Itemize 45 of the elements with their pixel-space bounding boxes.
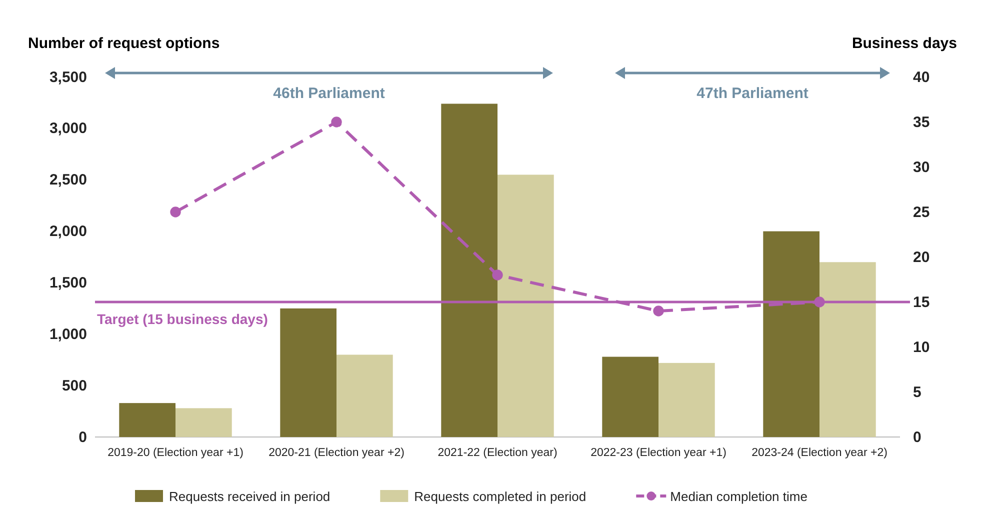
legend-label: Median completion time [670, 489, 808, 504]
x-tick-label: 2019-20 (Election year +1) [108, 447, 244, 460]
bar [441, 104, 498, 437]
legend-label: Requests completed in period [414, 489, 586, 504]
y2-tick-label: 0 [913, 428, 922, 446]
y2-tick-label: 15 [913, 294, 930, 311]
bar [280, 308, 336, 437]
ref-line-label: Target (15 business days) [97, 311, 268, 327]
y2-tick-label: 30 [913, 158, 930, 176]
bar [820, 262, 876, 437]
x-tick-label: 2021-22 (Election year) [438, 447, 558, 460]
y2-tick-label: 25 [913, 204, 930, 221]
bar [763, 231, 820, 437]
point [331, 116, 342, 128]
y2-tick-label: 40 [913, 68, 930, 86]
bar [176, 408, 232, 437]
legend-label: Requests received in period [169, 489, 330, 504]
y-tick-label: 1,000 [49, 326, 87, 343]
y-tick-label: 3,500 [49, 68, 87, 86]
y-tick-label: 500 [62, 377, 87, 394]
bar [658, 362, 715, 437]
point [814, 296, 825, 308]
y-tick-label: 2,000 [49, 223, 87, 240]
x-tick-label: 2022-23 (Election year +1) [590, 447, 727, 460]
y2-tick-label: 35 [913, 114, 930, 131]
y-tick-label: 3,000 [49, 120, 87, 138]
y-tick-label: 2,500 [49, 172, 87, 189]
y2-tick-label: 5 [913, 384, 922, 401]
point [492, 270, 503, 280]
annotation: 47th Parliament [696, 85, 808, 102]
y2-axis-title: Business days [852, 35, 957, 52]
y-tick-label: 0 [78, 428, 87, 446]
point [170, 206, 181, 218]
bar [119, 403, 176, 437]
y2-tick-label: 10 [913, 338, 930, 356]
bar [336, 354, 393, 437]
bar [602, 356, 658, 437]
y2-tick-label: 20 [913, 248, 930, 266]
y-tick-label: 1,500 [49, 274, 87, 292]
annotation: 46th Parliament [273, 85, 385, 102]
bar [498, 174, 554, 437]
point [653, 306, 664, 316]
y-axis-title: Number of request options [28, 35, 220, 52]
x-tick-label: 2023-24 (Election year +2) [752, 447, 888, 460]
x-tick-label: 2020-21 (Election year +2) [268, 447, 405, 460]
